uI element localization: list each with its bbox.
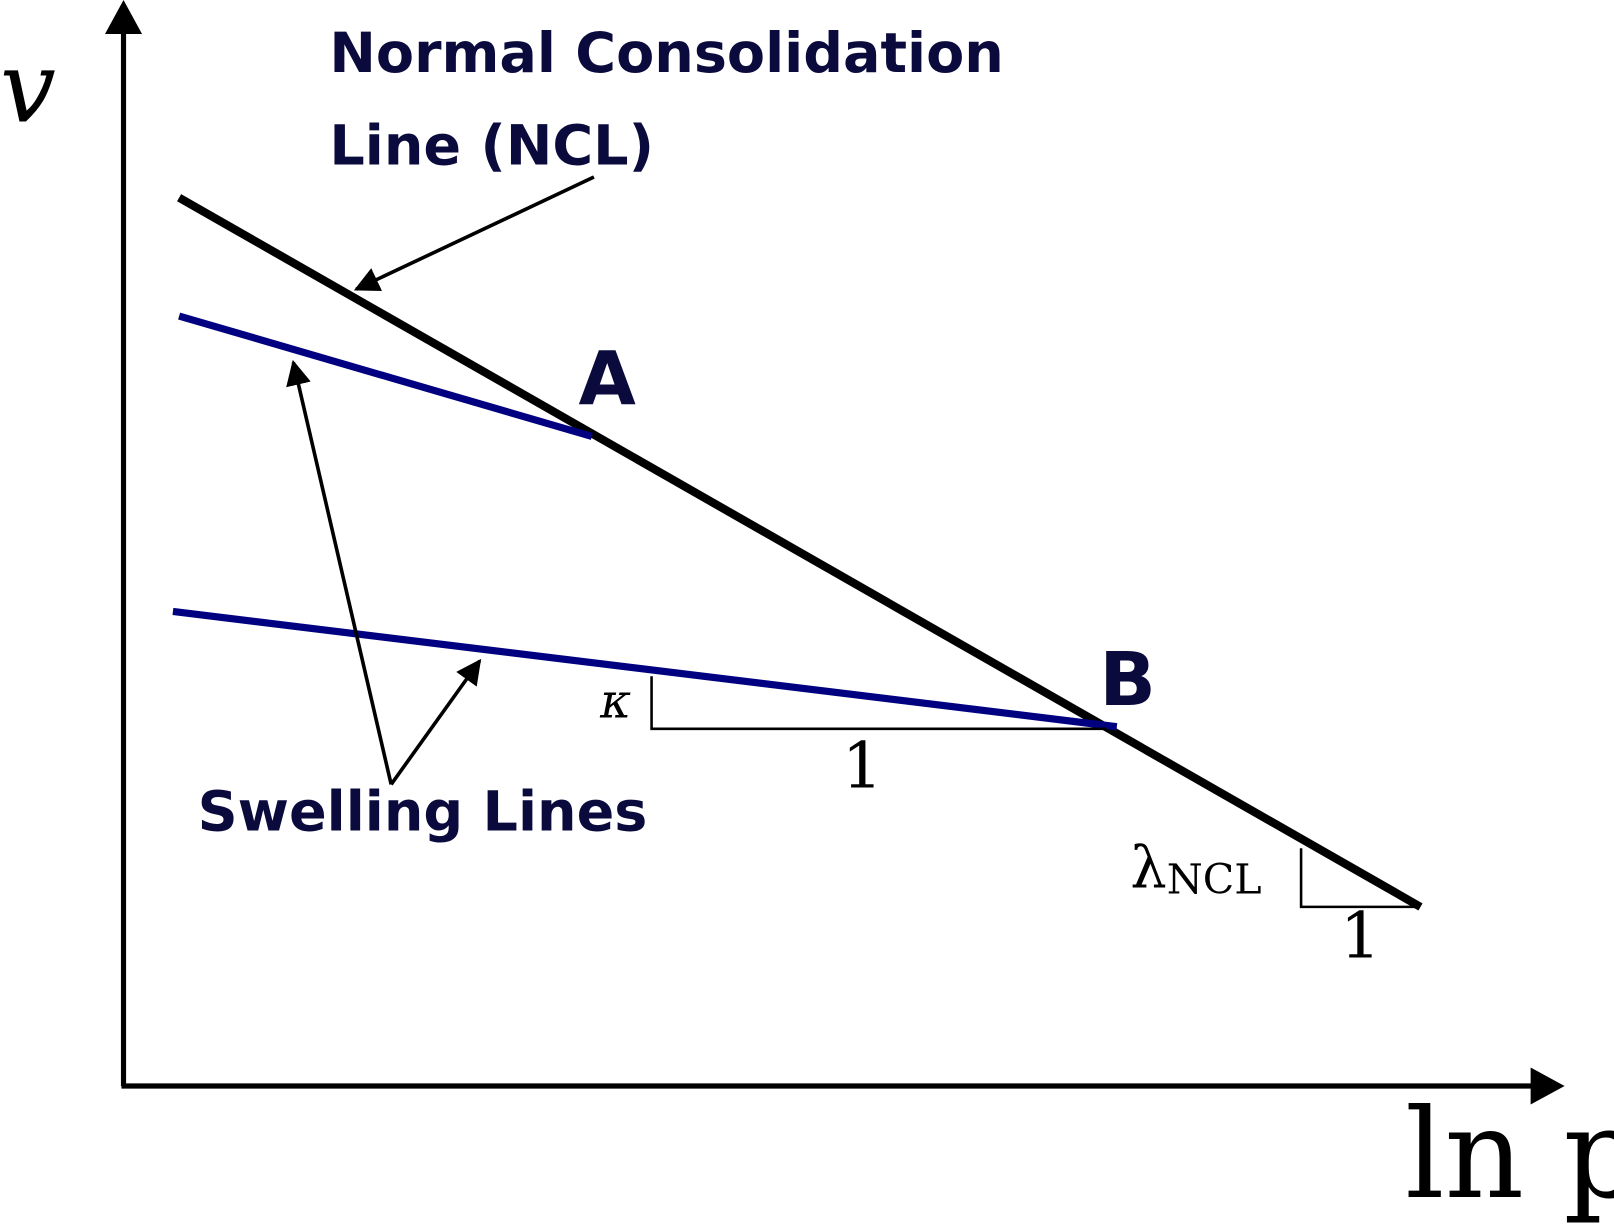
lambda-subscript: NCL xyxy=(1167,856,1262,904)
lambda-label: λNCL xyxy=(1130,833,1261,903)
swelling-pointer-arrow-b xyxy=(389,658,482,786)
lambda-run-label: 1 xyxy=(1340,899,1381,973)
point-a-label: A xyxy=(578,337,635,423)
x-axis-label: ln p xyxy=(1405,1083,1614,1226)
x-axis-arrow-icon xyxy=(1530,1067,1565,1105)
point-b-label: B xyxy=(1099,637,1155,723)
kappa-slope-triangle xyxy=(650,676,1107,731)
y-axis-label: v xyxy=(0,30,56,145)
lambda-symbol: λ xyxy=(1130,833,1167,901)
kappa-run-label: 1 xyxy=(842,729,883,803)
ncl-label-line1: Normal Consolidation xyxy=(329,21,1003,86)
lambda-slope-triangle xyxy=(1299,848,1416,909)
swelling-line-b xyxy=(172,607,1118,731)
ncl-line xyxy=(177,194,1423,911)
ncl-pointer-arrow xyxy=(353,175,595,291)
swelling-pointer-arrow-a xyxy=(286,359,393,785)
swelling-line-a xyxy=(178,312,593,440)
kappa-label: κ xyxy=(599,674,631,729)
swelling-lines-label: Swelling Lines xyxy=(198,780,648,845)
ncl-label-line2: Line (NCL) xyxy=(329,114,654,179)
y-axis-arrow-icon xyxy=(104,0,143,34)
